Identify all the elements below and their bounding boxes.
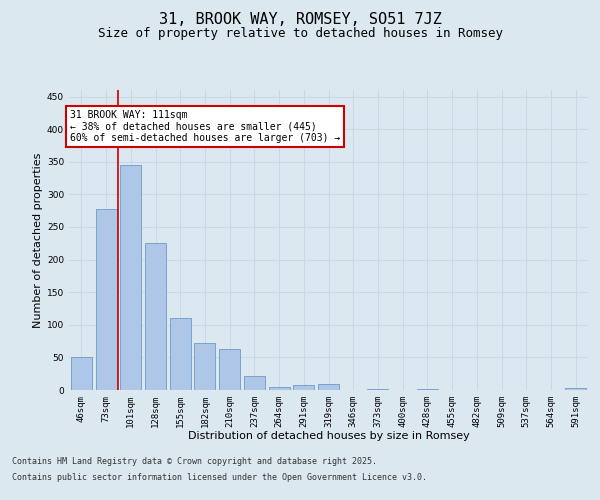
Y-axis label: Number of detached properties: Number of detached properties	[33, 152, 43, 328]
Bar	[318, 384, 339, 390]
X-axis label: Distribution of detached houses by size in Romsey: Distribution of detached houses by size …	[188, 432, 469, 442]
Bar	[194, 343, 215, 390]
Bar	[244, 376, 265, 390]
Text: Size of property relative to detached houses in Romsey: Size of property relative to detached ho…	[97, 28, 503, 40]
Bar	[565, 388, 586, 390]
Bar	[219, 349, 240, 390]
Text: 31, BROOK WAY, ROMSEY, SO51 7JZ: 31, BROOK WAY, ROMSEY, SO51 7JZ	[158, 12, 442, 28]
Bar	[269, 386, 290, 390]
Text: Contains public sector information licensed under the Open Government Licence v3: Contains public sector information licen…	[12, 472, 427, 482]
Bar	[95, 210, 116, 390]
Bar	[367, 388, 388, 390]
Bar	[71, 358, 92, 390]
Bar	[293, 386, 314, 390]
Bar	[120, 165, 141, 390]
Bar	[145, 242, 166, 390]
Bar	[170, 318, 191, 390]
Text: Contains HM Land Registry data © Crown copyright and database right 2025.: Contains HM Land Registry data © Crown c…	[12, 458, 377, 466]
Text: 31 BROOK WAY: 111sqm
← 38% of detached houses are smaller (445)
60% of semi-deta: 31 BROOK WAY: 111sqm ← 38% of detached h…	[70, 110, 340, 143]
Bar	[417, 388, 438, 390]
